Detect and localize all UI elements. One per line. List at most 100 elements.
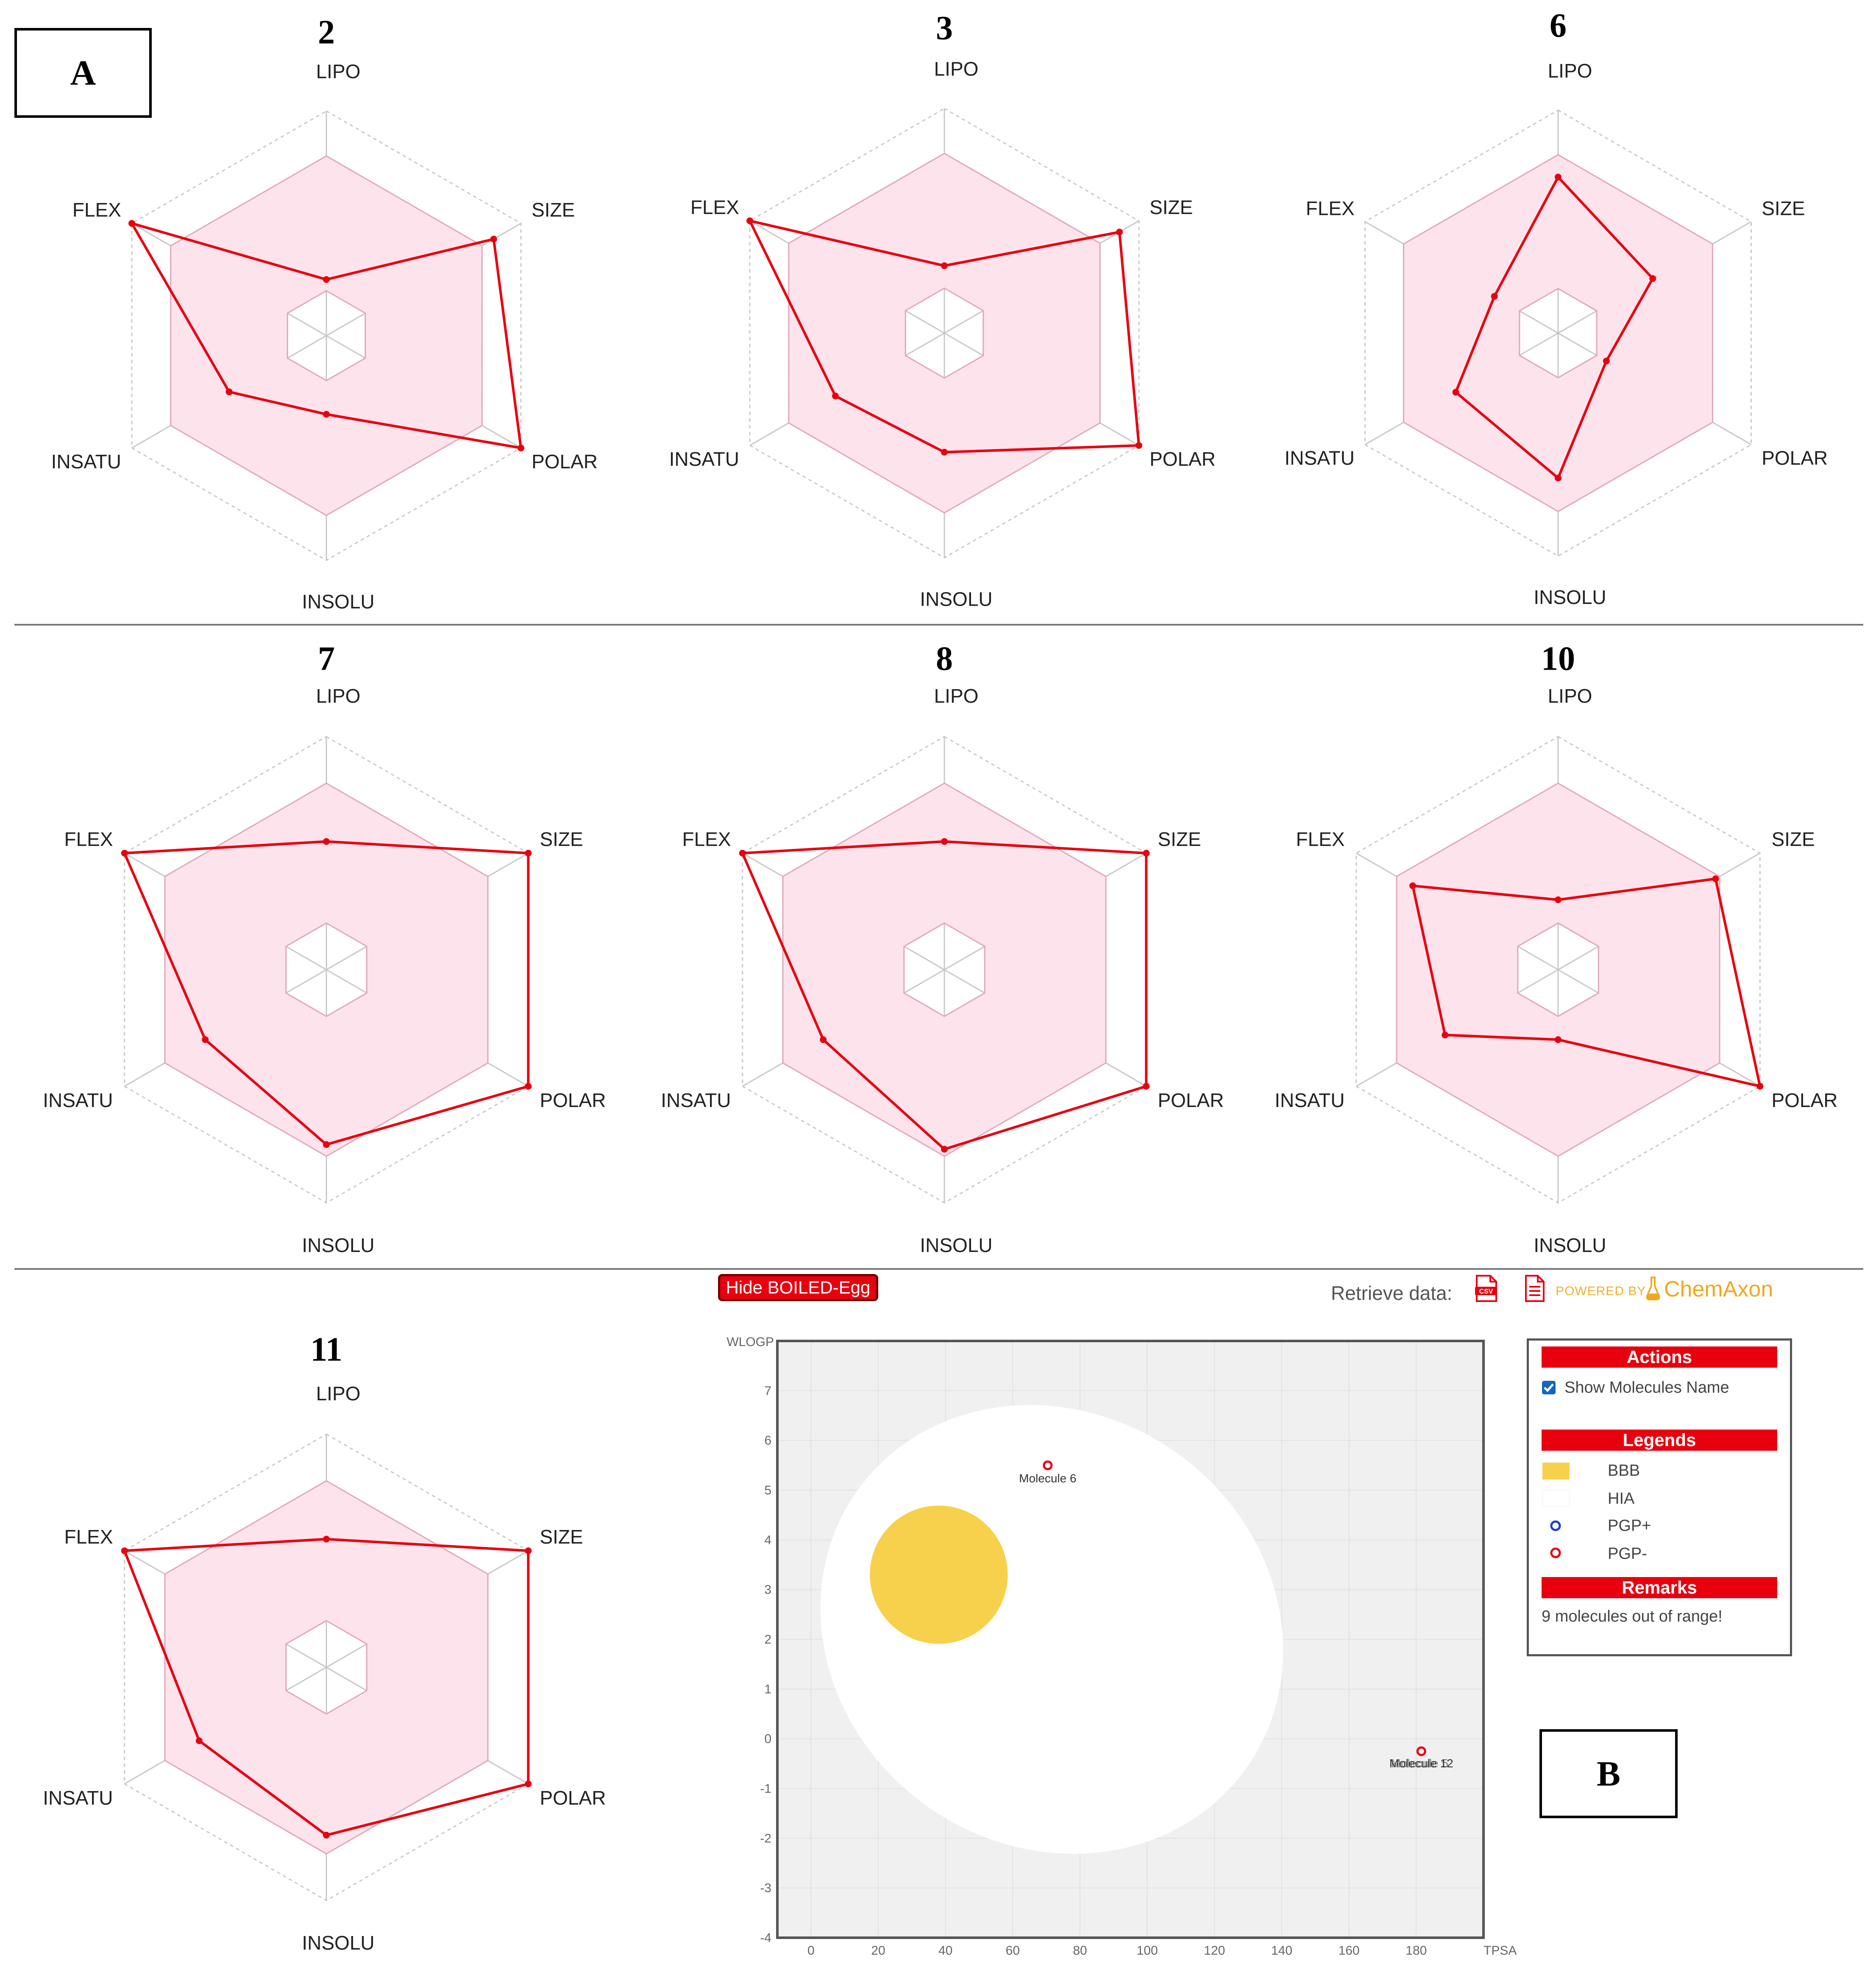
radar-data-point bbox=[1712, 875, 1719, 882]
radar-optimal-zone bbox=[170, 155, 483, 516]
radar-data-point bbox=[323, 1141, 330, 1148]
radar-chart-10: LIPO SIZE POLAR INSOLU INSATU FLEX 10 bbox=[1275, 640, 1837, 1256]
radar-title: 3 bbox=[936, 9, 953, 47]
radar-axis-label: INSATU bbox=[43, 1089, 113, 1111]
x-tick-label: 100 bbox=[1137, 1944, 1158, 1958]
powered-by-label: POWERED BY bbox=[1556, 1284, 1646, 1298]
radar-axis-label: SIZE bbox=[540, 828, 583, 850]
y-tick-label: -1 bbox=[760, 1782, 771, 1796]
radar-data-point bbox=[941, 262, 948, 269]
radar-axis-label: SIZE bbox=[1762, 197, 1805, 219]
hide-boiled-egg-button[interactable]: Hide BOILED-Egg bbox=[718, 1274, 878, 1301]
x-tick-label: 80 bbox=[1073, 1944, 1087, 1958]
radar-data-point bbox=[195, 1737, 203, 1744]
radar-data-point bbox=[323, 276, 330, 283]
radar-data-point bbox=[1603, 357, 1610, 364]
radar-data-point bbox=[1452, 389, 1459, 396]
radar-axis-label: POLAR bbox=[532, 451, 598, 473]
y-tick-label: 1 bbox=[764, 1682, 771, 1696]
radar-axis-label: FLEX bbox=[72, 199, 121, 221]
y-tick-label: 2 bbox=[764, 1633, 771, 1647]
radar-axis-label: SIZE bbox=[532, 199, 575, 221]
boiled-egg-plot: 0 20 40 60 80 100 120 140 160 180 -4 -3 -2 -1 0 1 2 3 4 5 6 7… bbox=[726, 1335, 1517, 1958]
radar-axis-label: INSATU bbox=[669, 448, 739, 470]
radar-axis-label: INSOLU bbox=[920, 588, 992, 610]
radar-axis-label: LIPO bbox=[316, 1383, 361, 1405]
radar-title: 2 bbox=[318, 14, 335, 51]
x-tick-label: 160 bbox=[1339, 1944, 1360, 1958]
radar-axis-label: FLEX bbox=[1306, 197, 1355, 219]
show-names-label: Show Molecules Name bbox=[1564, 1379, 1729, 1396]
radar-axis-label: LIPO bbox=[934, 58, 979, 80]
molecule-label: Molecule 12 bbox=[1389, 1757, 1453, 1770]
radar-axis-label: INSATU bbox=[43, 1787, 113, 1809]
radar-axis-label: LIPO bbox=[1548, 685, 1592, 707]
radar-data-point bbox=[121, 1547, 128, 1554]
radar-axis-label: POLAR bbox=[1771, 1089, 1837, 1111]
chemaxon-brand: ChemAxon bbox=[1664, 1277, 1773, 1302]
x-tick-label: 20 bbox=[871, 1944, 885, 1958]
radar-data-point bbox=[1409, 882, 1417, 889]
radar-axis-label: FLEX bbox=[64, 828, 113, 850]
radar-data-point bbox=[1555, 173, 1561, 181]
radar-title: 10 bbox=[1541, 640, 1575, 677]
x-axis-label: TPSA bbox=[1484, 1944, 1517, 1958]
radar-axis-label: INSOLU bbox=[302, 1234, 374, 1256]
radar-axis-label: LIPO bbox=[316, 685, 361, 707]
radar-data-point bbox=[832, 392, 839, 400]
radar-data-point bbox=[1135, 442, 1142, 449]
radar-chart-11: LIPO SIZE POLAR INSOLU INSATU FLEX 11 bbox=[43, 1331, 606, 1954]
show-names-checkbox[interactable] bbox=[1542, 1380, 1556, 1395]
y-tick-label: 5 bbox=[764, 1483, 771, 1497]
radar-optimal-zone bbox=[788, 153, 1101, 514]
radar-axis-label: INSATU bbox=[1285, 447, 1355, 469]
radar-data-point bbox=[525, 850, 532, 857]
radar-axis-label: POLAR bbox=[1150, 448, 1216, 470]
radar-data-point bbox=[1116, 228, 1123, 236]
radar-axis-label: INSOLU bbox=[302, 591, 374, 613]
radar-data-point bbox=[1756, 1083, 1764, 1090]
radar-data-point bbox=[941, 448, 948, 456]
svg-text:CSV: CSV bbox=[1479, 1288, 1493, 1295]
y-tick-label: 3 bbox=[764, 1583, 771, 1597]
radar-optimal-zone bbox=[164, 1480, 489, 1855]
radar-chart-7: LIPO SIZE POLAR INSOLU INSATU FLEX 7 bbox=[43, 640, 606, 1256]
radar-axis-label: LIPO bbox=[1548, 60, 1592, 82]
radar-chart-2: LIPO SIZE POLAR INSOLU INSATU FLEX 2 bbox=[51, 14, 598, 612]
radar-axis-label: FLEX bbox=[64, 1526, 113, 1548]
radar-data-point bbox=[490, 236, 497, 243]
radar-optimal-zone bbox=[164, 782, 489, 1157]
radar-title: 6 bbox=[1550, 7, 1567, 44]
radar-data-point bbox=[517, 445, 524, 451]
radar-axis-label: INSATU bbox=[661, 1089, 731, 1111]
y-tick-label: 0 bbox=[764, 1732, 771, 1746]
hia-swatch bbox=[1542, 1490, 1570, 1507]
radar-data-point bbox=[323, 838, 330, 845]
radar-data-point bbox=[323, 1832, 330, 1839]
plot-frame bbox=[776, 1340, 1485, 1939]
legends-header: Legends bbox=[1542, 1430, 1777, 1451]
radar-title: 11 bbox=[310, 1331, 342, 1368]
legend-panel: Actions Show Molecules Name Legends BBB … bbox=[1527, 1338, 1792, 1656]
csv-file-icon[interactable]: CSV bbox=[1474, 1275, 1498, 1302]
x-tick-label: 120 bbox=[1204, 1944, 1225, 1958]
radar-title: 7 bbox=[318, 640, 335, 677]
x-tick-label: 0 bbox=[807, 1944, 815, 1958]
radar-axis-label: POLAR bbox=[1158, 1089, 1224, 1111]
pgp-plus-circle-icon bbox=[1550, 1520, 1561, 1531]
chemaxon-logo-icon bbox=[1646, 1277, 1660, 1300]
radar-axis-label: SIZE bbox=[1158, 828, 1201, 850]
radar-data-point bbox=[1555, 474, 1561, 481]
x-tick-label: 180 bbox=[1406, 1944, 1427, 1958]
document-icon[interactable] bbox=[1524, 1275, 1545, 1302]
radar-data-point bbox=[1491, 293, 1498, 300]
radar-data-point bbox=[1555, 1036, 1561, 1043]
radar-axis-label: LIPO bbox=[316, 60, 361, 82]
y-tick-label: 4 bbox=[764, 1533, 771, 1547]
legend-pgp-plus-label: PGP+ bbox=[1608, 1517, 1651, 1535]
radar-chart-6: LIPO SIZE POLAR INSOLU INSATU FLEX 6 bbox=[1285, 7, 1828, 608]
molecule-label-overlap: Molecule 5 bbox=[1391, 1757, 1448, 1770]
radar-data-point bbox=[1555, 896, 1561, 903]
actions-header: Actions bbox=[1542, 1346, 1777, 1368]
